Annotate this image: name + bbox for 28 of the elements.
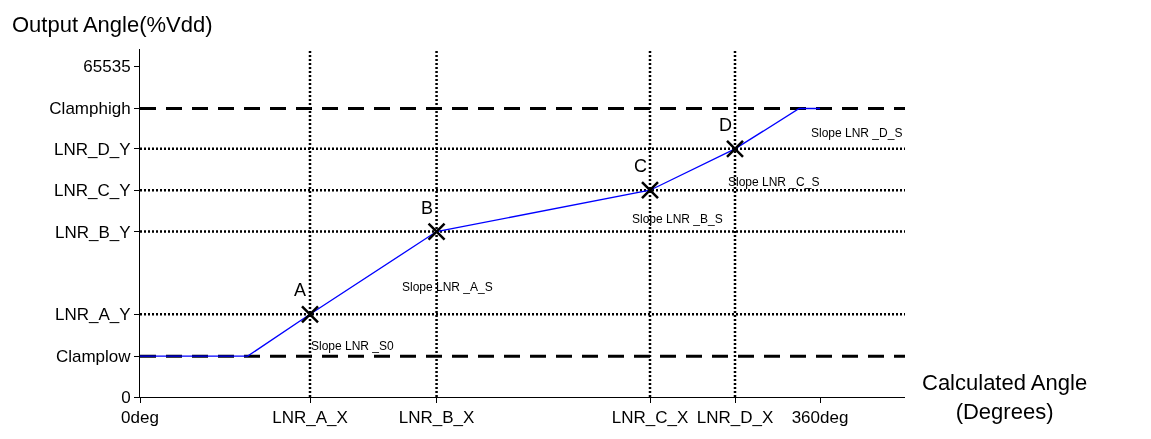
- point: [725, 139, 745, 159]
- y-tick-label: LNR_B_Y: [54, 222, 131, 242]
- y-axis-title: Output Angle(%Vdd): [12, 12, 213, 37]
- x-tick-label: LNR_B_X: [398, 408, 475, 428]
- annotation: Slope LNR _D_S: [811, 126, 903, 140]
- annotation: Slope LNR _A_S: [402, 280, 493, 294]
- y-tick-label: LNR_A_Y: [54, 305, 131, 325]
- annotation: A: [294, 280, 307, 300]
- y-tick-label: Clamplow: [55, 347, 132, 367]
- x-tick-label: 360deg: [791, 408, 849, 428]
- y-tick-label: 65535: [83, 57, 131, 77]
- y-tick-label: Clamphigh: [49, 99, 131, 119]
- annotation: B: [421, 198, 434, 218]
- annotation: Slope LNR _C_S: [728, 175, 820, 189]
- y-tick-label: LNR_C_Y: [54, 181, 131, 201]
- point: [427, 222, 446, 241]
- x-tick-label: LNR_A_X: [272, 408, 348, 428]
- point: [640, 180, 660, 200]
- annotation: Slope LNR _S0: [311, 339, 395, 353]
- x-tick-label: LNR_D_X: [696, 408, 774, 428]
- annotation: C: [634, 156, 647, 176]
- point: [300, 305, 320, 324]
- x-tick-label: 0deg: [121, 408, 159, 428]
- x-axis-title: Calculated Angle (Degrees): [922, 370, 1088, 424]
- y-tick-label: 0: [121, 387, 131, 407]
- x-tick-label: LNR_C_X: [611, 408, 689, 428]
- y-tick-label: LNR_D_Y: [54, 139, 131, 159]
- annotation: D: [719, 115, 732, 135]
